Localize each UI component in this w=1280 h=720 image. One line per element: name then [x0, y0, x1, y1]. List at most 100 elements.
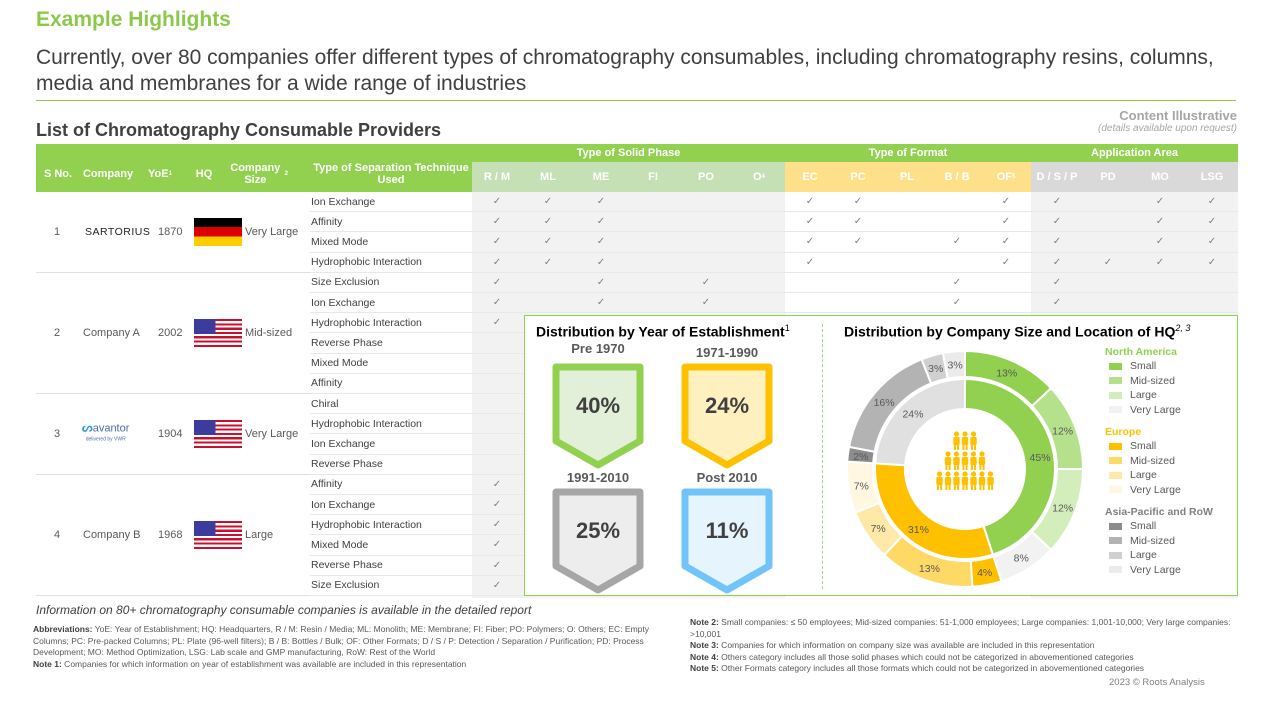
- legend-item: Small: [1105, 439, 1213, 454]
- legend-label: Large: [1130, 389, 1157, 402]
- yoe-chart-title: Distribution by Year of Establishment1: [536, 323, 790, 340]
- check-icon: ✓: [596, 196, 606, 208]
- copyright: 2023 © Roots Analysis: [1109, 677, 1205, 688]
- column-header-dsp: D / S / P: [1036, 171, 1078, 183]
- usa-flag-icon: [194, 318, 242, 347]
- badge-label: 1971-1990: [695, 345, 759, 360]
- legend-label: Mid-sized: [1130, 374, 1175, 387]
- person-body: [978, 477, 986, 485]
- check-icon: ✓: [1155, 216, 1165, 228]
- person-leg: [965, 444, 968, 450]
- outer-label: 12%: [1052, 503, 1073, 515]
- technique-name: Ion Exchange: [311, 195, 376, 208]
- check-icon: ✓: [492, 559, 502, 571]
- person-leg: [965, 464, 968, 470]
- check-icon: ✓: [1052, 297, 1062, 309]
- company-row: 1 SARTORIUS 1870 Very Large: [36, 192, 310, 273]
- legend-swatch: [1109, 486, 1122, 494]
- info-note: Information on 80+ chromatography consum…: [36, 603, 532, 617]
- legend-swatch: [1109, 566, 1122, 574]
- legend-item: Mid-sized: [1105, 454, 1213, 469]
- technique-name: Hydrophobic Interaction: [311, 256, 422, 269]
- check-icon: ✓: [952, 276, 962, 288]
- badge-shape: [552, 488, 644, 594]
- check-icon: ✓: [1103, 256, 1113, 268]
- person-leg: [982, 464, 985, 470]
- company-name: Company A: [83, 326, 140, 339]
- check-icon: ✓: [492, 236, 502, 248]
- company-size: Very Large: [245, 427, 299, 440]
- legend-swatch: [1109, 406, 1122, 414]
- technique-name: Reverse Phase: [311, 458, 383, 471]
- person-head: [962, 451, 968, 457]
- technique-name: Affinity: [311, 377, 343, 390]
- column-header-me: ME: [592, 171, 610, 183]
- technique-row: Size Exclusion ✓ ✓ ✓ ✓ ✓: [310, 273, 1238, 293]
- column-header-lsg: LSG: [1200, 171, 1224, 183]
- person-leg: [991, 484, 994, 490]
- inner-label: 31%: [908, 524, 929, 536]
- person-leg: [948, 464, 951, 470]
- person-head: [953, 471, 960, 477]
- legend-label: Small: [1130, 360, 1157, 373]
- legend-group-title: Europe: [1105, 426, 1142, 438]
- column-header-of: OF 5: [996, 171, 1016, 183]
- check-icon: ✓: [1052, 236, 1062, 248]
- person-leg: [953, 484, 956, 490]
- legend-label: Very Large: [1130, 403, 1181, 416]
- check-icon: ✓: [1155, 256, 1165, 268]
- company-row: 3 ᔕavantor delivered by VWR 1904 Very Large: [36, 394, 310, 475]
- check-icon: ✓: [543, 236, 553, 248]
- legend-label: Very Large: [1130, 563, 1181, 576]
- person-leg: [948, 484, 951, 490]
- page-subtitle: Currently, over 80 companies offer diffe…: [36, 46, 1214, 95]
- column-header-mo: MO: [1151, 171, 1169, 183]
- person-head: [953, 451, 960, 457]
- technique-name: Hydrophobic Interaction: [311, 417, 422, 430]
- outer-label: 8%: [1014, 553, 1029, 565]
- badge-label: Post 2010: [696, 470, 758, 485]
- person-body: [987, 477, 994, 485]
- person-leg: [957, 464, 960, 470]
- serial-number: 2: [54, 326, 61, 339]
- germany-flag-icon: [194, 217, 242, 246]
- check-icon: ✓: [1001, 196, 1011, 208]
- technique-name: Ion Exchange: [311, 296, 376, 309]
- check-icon: ✓: [1052, 256, 1062, 268]
- year-established: 1904: [158, 427, 183, 440]
- person-leg: [953, 444, 956, 450]
- badge-shape: [681, 363, 773, 469]
- badge-label: 1991-2010: [566, 470, 630, 485]
- person-head: [962, 431, 968, 437]
- person-head: [936, 471, 943, 477]
- check-icon: ✓: [1155, 236, 1165, 248]
- check-icon: ✓: [492, 317, 502, 329]
- person-body: [944, 477, 952, 485]
- badge-shape: [681, 488, 773, 594]
- person-head: [970, 451, 977, 457]
- person-head: [970, 431, 977, 437]
- check-icon: ✓: [596, 276, 606, 288]
- check-icon: ✓: [492, 256, 502, 268]
- technique-name: Mixed Mode: [311, 235, 369, 248]
- badge-shape: [552, 363, 644, 469]
- person-body: [961, 437, 969, 445]
- subheader-bg: [1031, 162, 1238, 192]
- header-s-no-: S No.: [43, 168, 73, 180]
- check-icon: ✓: [805, 236, 815, 248]
- person-leg: [953, 464, 956, 470]
- check-icon: ✓: [853, 216, 863, 228]
- legend-item: Large: [1105, 548, 1213, 563]
- inner-label: 45%: [1030, 452, 1051, 464]
- check-icon: ✓: [805, 196, 815, 208]
- badge-pre-1970: 40%: [551, 363, 645, 471]
- legend-label: Mid-sized: [1130, 454, 1175, 467]
- check-icon: ✓: [596, 297, 606, 309]
- company-row: 4 Company B 1968 Large: [36, 475, 310, 596]
- legend-swatch: [1109, 471, 1122, 479]
- person-head: [953, 431, 960, 437]
- year-established: 1968: [158, 528, 183, 541]
- person-head: [987, 471, 994, 477]
- person-body: [970, 457, 977, 465]
- legend-label: Small: [1130, 440, 1157, 453]
